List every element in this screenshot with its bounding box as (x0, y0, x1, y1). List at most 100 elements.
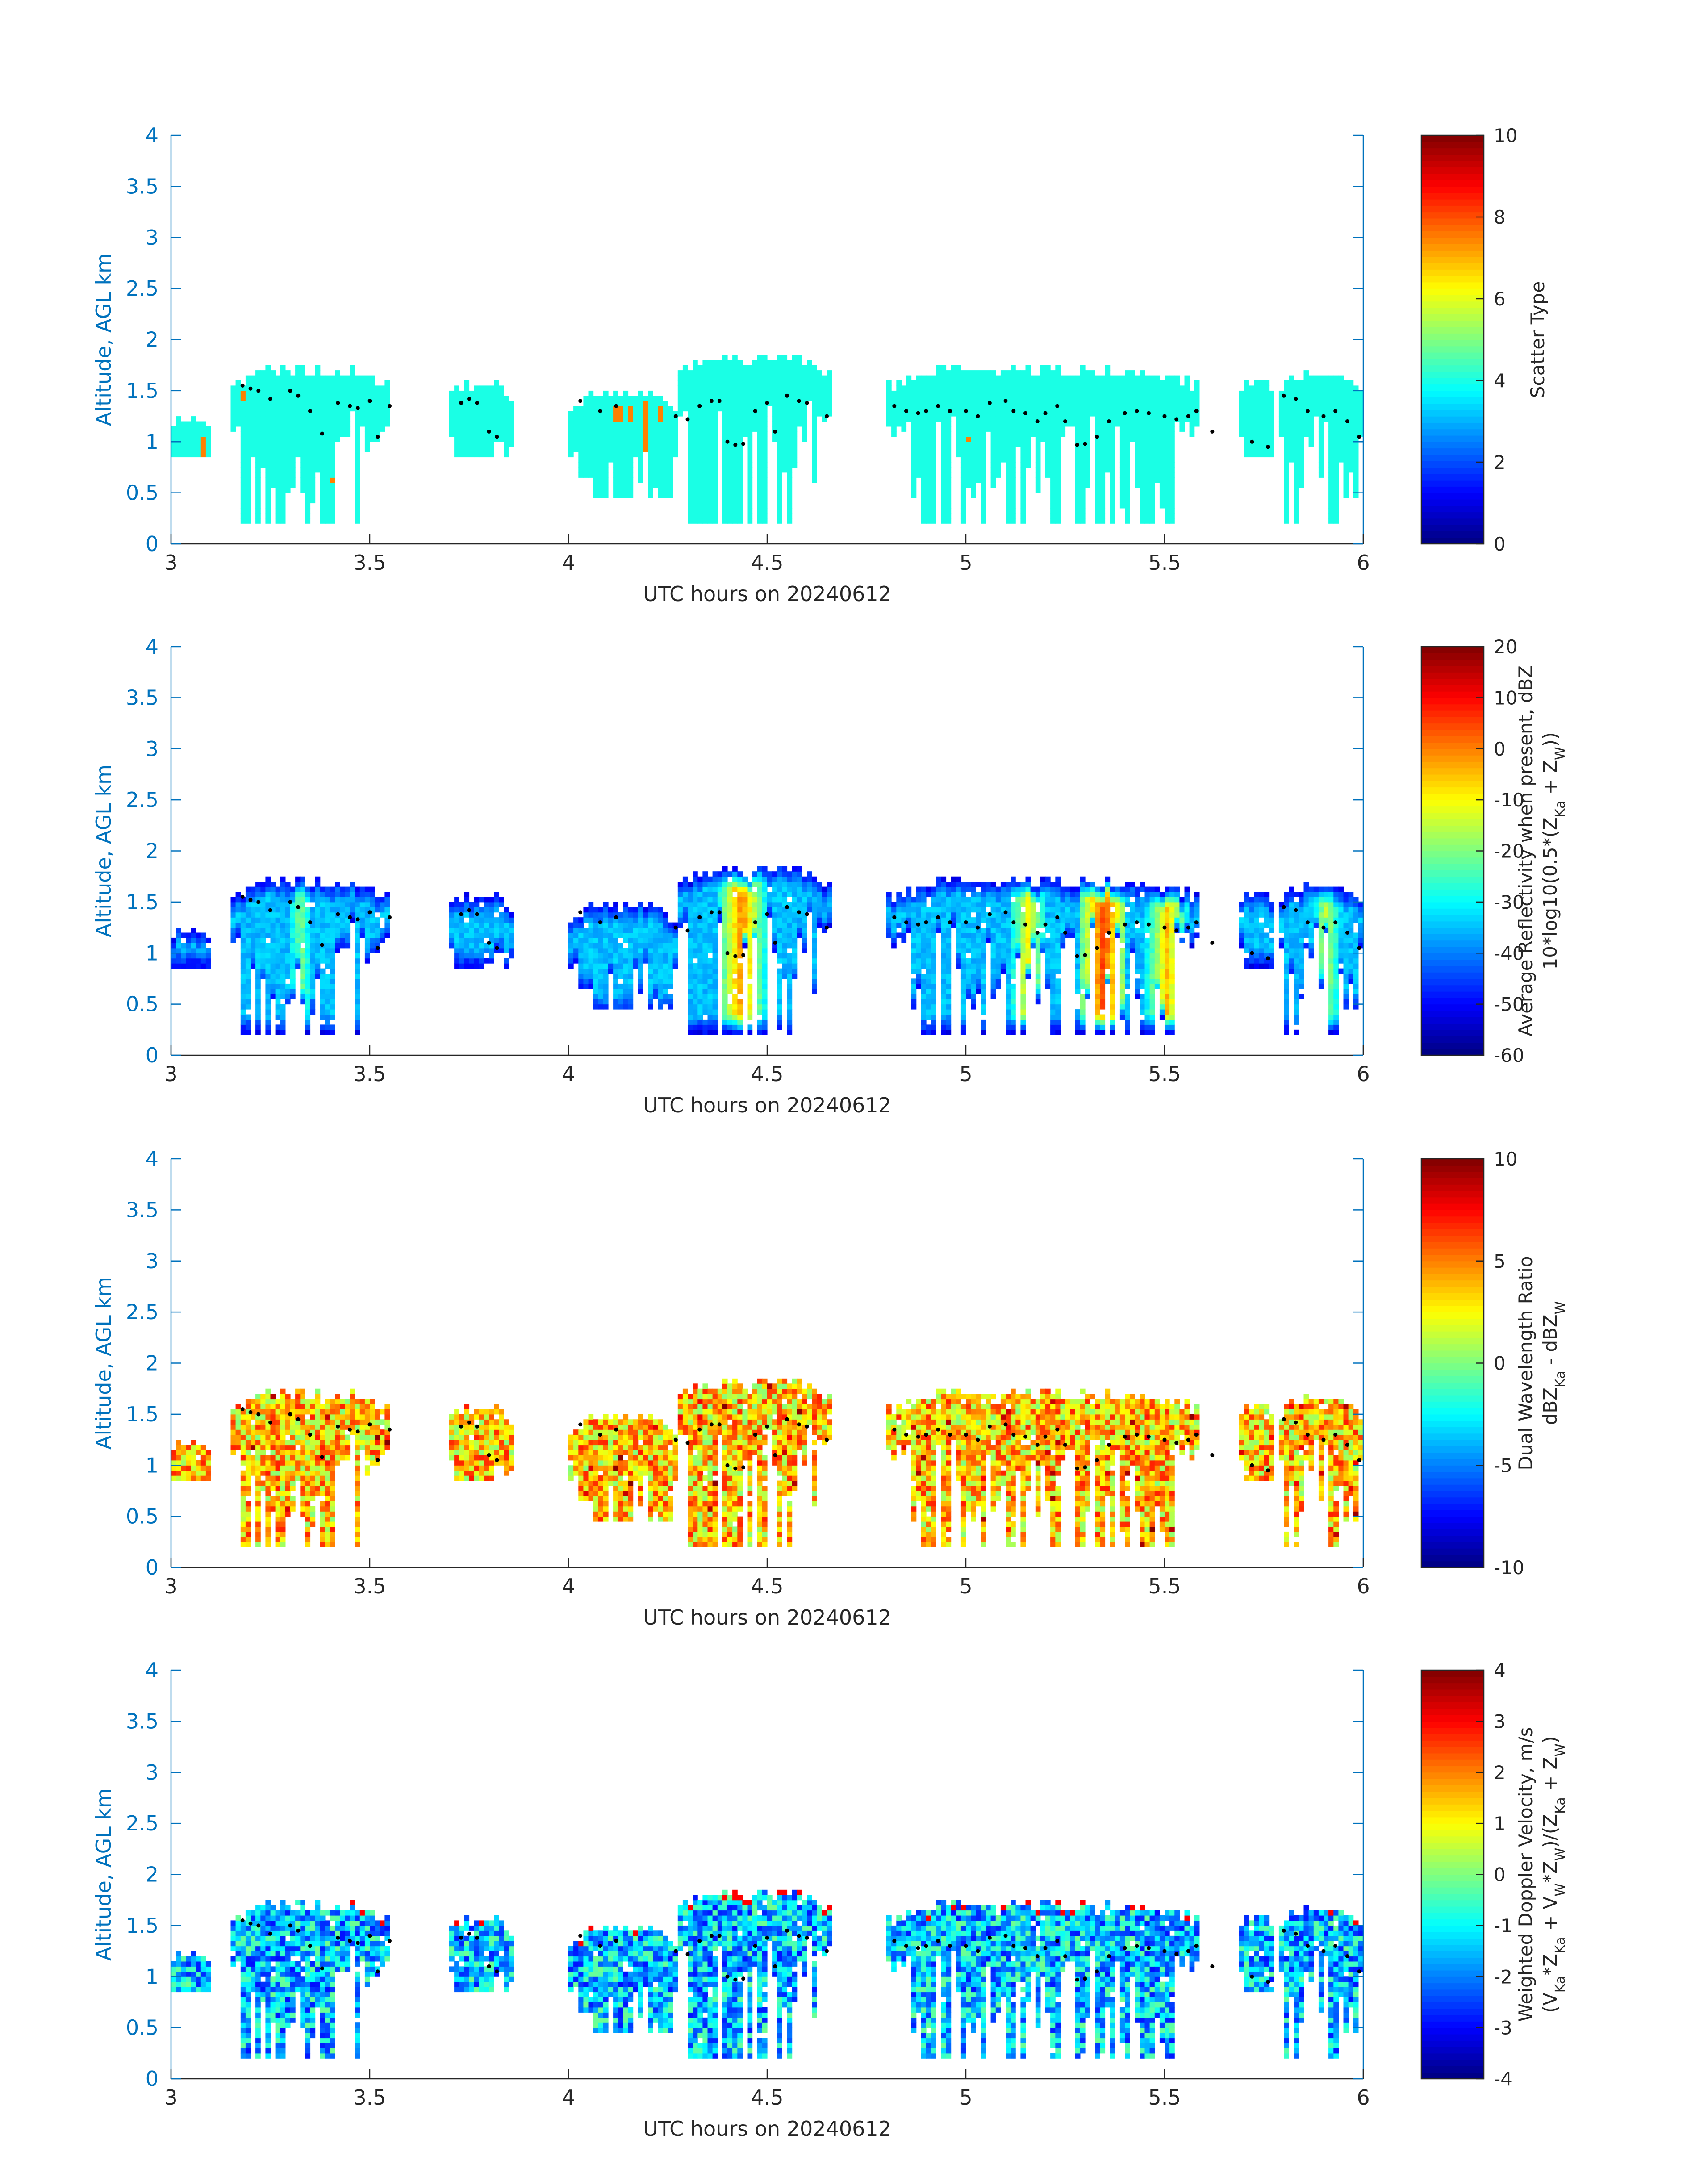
heatmap-cell (1105, 416, 1111, 422)
heatmap-cell (1244, 406, 1249, 412)
heatmap-cell (618, 406, 623, 412)
heatmap-cell (658, 452, 663, 458)
heatmap-cell (603, 482, 609, 488)
heatmap-cell (255, 907, 261, 913)
heatmap-cell (931, 426, 936, 432)
cloud-base-dot (904, 409, 908, 414)
heatmap-cell (1154, 462, 1160, 468)
heatmap-cell (777, 365, 782, 371)
heatmap-cell (1358, 426, 1364, 432)
heatmap-cell (280, 482, 286, 488)
heatmap-cell (340, 886, 345, 892)
colorbar-segment (1421, 269, 1484, 276)
heatmap-cell (702, 385, 708, 391)
heatmap-cell (608, 457, 614, 463)
heatmap-cell (364, 937, 370, 943)
heatmap-cell (658, 426, 663, 432)
heatmap-cell (608, 963, 614, 969)
heatmap-cell (305, 1019, 311, 1025)
heatmap-cell (251, 401, 256, 406)
cloud-base-dot (948, 409, 952, 414)
heatmap-cell (255, 411, 261, 417)
heatmap-cell (454, 897, 459, 903)
heatmap-cell (936, 375, 941, 381)
heatmap-cell (315, 370, 321, 376)
heatmap-cell (598, 983, 604, 989)
heatmap-cell (941, 493, 947, 498)
heatmap-cell (702, 477, 708, 483)
heatmap-cell (265, 943, 271, 949)
heatmap-cell (1264, 431, 1270, 437)
heatmap-cell (588, 390, 594, 396)
heatmap-cell (981, 436, 986, 442)
heatmap-cell (702, 457, 708, 463)
heatmap-cell (464, 447, 470, 452)
heatmap-cell (1284, 390, 1289, 396)
heatmap-cell (1165, 426, 1170, 432)
heatmap-cell (628, 994, 634, 999)
heatmap-cell (573, 416, 579, 422)
heatmap-cell (245, 994, 251, 999)
colorbar-segment (1421, 326, 1484, 334)
heatmap-cell (1154, 416, 1160, 422)
heatmap-cell (812, 436, 817, 442)
heatmap-cell (623, 963, 629, 969)
heatmap-cell (384, 932, 390, 938)
heatmap-cell (1333, 513, 1339, 519)
cloud-base-dot (388, 404, 392, 408)
heatmap-cell (295, 958, 301, 964)
heatmap-cell (290, 462, 296, 468)
heatmap-cell (638, 907, 643, 913)
heatmap-cell (285, 390, 291, 396)
heatmap-cell (722, 477, 728, 483)
heatmap-cell (1025, 421, 1031, 427)
heatmap-cell (702, 503, 708, 509)
heatmap-cell (1179, 401, 1185, 406)
heatmap-cell (792, 365, 798, 371)
heatmap-cell (931, 452, 936, 458)
heatmap-cell (822, 411, 827, 417)
heatmap-cell (1011, 380, 1016, 386)
heatmap-cell (568, 411, 574, 417)
heatmap-cell (732, 457, 738, 463)
heatmap-cell (275, 912, 281, 918)
heatmap-cell (1289, 390, 1294, 396)
heatmap-cell (355, 447, 360, 452)
heatmap-cell (782, 396, 788, 401)
heatmap-cell (300, 370, 305, 376)
heatmap-cell (1065, 380, 1071, 386)
heatmap-cell (583, 917, 589, 923)
heatmap-cell (240, 416, 246, 422)
heatmap-cell (693, 518, 698, 524)
heatmap-cell (1055, 385, 1061, 391)
heatmap-cell (946, 488, 952, 493)
heatmap-cell (598, 442, 604, 447)
heatmap-cell (1095, 447, 1100, 452)
heatmap-cell (255, 493, 261, 498)
heatmap-cell (648, 932, 653, 938)
heatmap-cell (1065, 406, 1071, 412)
heatmap-cell (384, 912, 390, 918)
heatmap-cell (364, 948, 370, 953)
heatmap-cell (1324, 406, 1329, 412)
heatmap-cell (315, 467, 321, 473)
heatmap-cell (682, 380, 688, 386)
heatmap-cell (1006, 447, 1011, 452)
heatmap-cell (653, 442, 658, 447)
heatmap-cell (707, 390, 713, 396)
heatmap-cell (1169, 488, 1175, 493)
heatmap-cell (941, 488, 947, 493)
heatmap-cell (270, 882, 276, 887)
heatmap-cell (598, 1004, 604, 1010)
heatmap-cell (1130, 431, 1135, 437)
heatmap-cell (633, 436, 639, 442)
heatmap-cell (981, 380, 986, 386)
heatmap-cell (230, 928, 236, 933)
heatmap-cell (280, 928, 286, 933)
heatmap-cell (285, 436, 291, 442)
heatmap-cell (469, 452, 475, 458)
heatmap-cell (648, 999, 653, 1005)
heatmap-cell (757, 493, 763, 498)
heatmap-cell (573, 436, 579, 442)
heatmap-cell (727, 518, 733, 524)
